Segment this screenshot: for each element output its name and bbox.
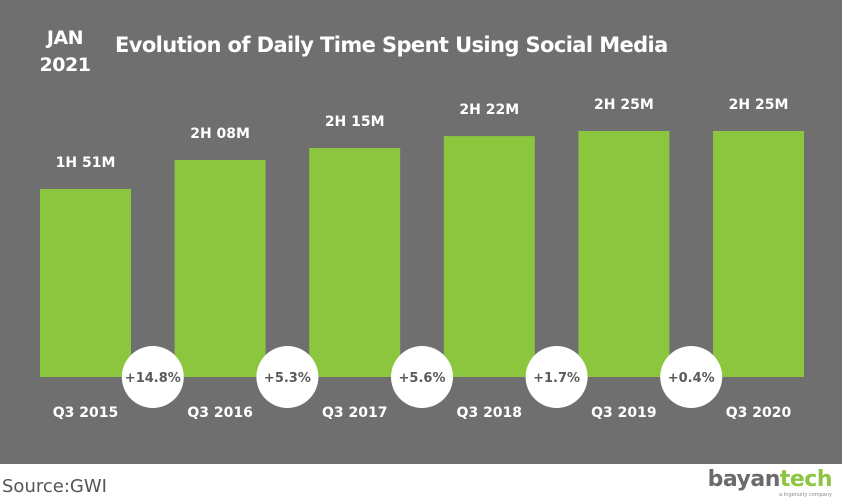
- bar-q3-2015: [40, 189, 131, 377]
- value-label: 2H 25M: [729, 97, 789, 113]
- brand-wordmark-part1: bayan: [707, 467, 781, 492]
- value-label: 2H 15M: [325, 114, 385, 130]
- growth-label: +1.7%: [533, 371, 580, 386]
- growth-label: +5.3%: [264, 371, 311, 386]
- growth-label: +0.4%: [668, 371, 715, 386]
- growth-badge: [525, 346, 588, 408]
- value-label: 2H 08M: [190, 126, 250, 142]
- chart-title: Evolution of Daily Time Spent Using Soci…: [115, 33, 668, 57]
- growth-label: +14.8%: [125, 371, 181, 386]
- bar-q3-2016: [174, 160, 266, 377]
- growth-label: +5.6%: [399, 371, 446, 386]
- source-note: Source:GWI: [2, 476, 107, 497]
- growth-badge: [660, 346, 723, 408]
- category-label: Q3 2016: [187, 405, 252, 421]
- bar-q3-2020: [713, 131, 804, 377]
- brand-logo: bayantech a Ingenuity company: [707, 467, 833, 499]
- value-label: 2H 25M: [594, 97, 654, 113]
- brand-tagline: a Ingenuity company: [779, 492, 832, 498]
- date-year: 2021: [39, 54, 91, 76]
- bar-chart: 1H 51M Q3 2015 2H 08M Q3 2016 2H 15M Q3 2017 2…: [40, 97, 804, 421]
- value-label: 2H 22M: [459, 102, 519, 118]
- date-month: JAN: [46, 27, 84, 49]
- date-label: JAN 2021: [30, 25, 100, 79]
- category-label: Q3 2017: [322, 405, 387, 421]
- growth-badge: [121, 346, 184, 408]
- bar-q3-2017: [309, 148, 401, 377]
- category-label: Q3 2018: [457, 405, 522, 421]
- bar-q3-2019: [578, 131, 670, 377]
- growth-badge: [256, 346, 319, 408]
- category-label: Q3 2020: [726, 405, 792, 421]
- category-label: Q3 2015: [53, 405, 118, 421]
- brand-wordmark-part2: tech: [779, 467, 833, 492]
- bar-q3-2018: [443, 136, 535, 377]
- growth-badge: [391, 346, 453, 408]
- category-label: Q3 2019: [591, 405, 656, 421]
- value-label: 1H 51M: [56, 155, 116, 171]
- brand-wordmark: bayantech: [707, 467, 833, 492]
